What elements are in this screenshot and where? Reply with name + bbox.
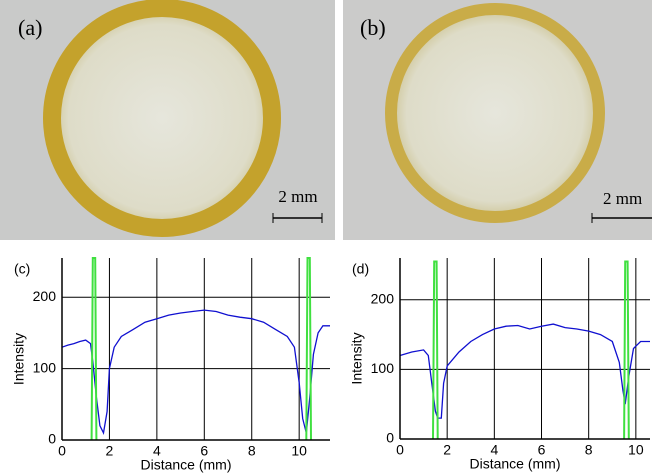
scale-bar-label: 2 mm (278, 187, 317, 206)
panel-label: (a) (18, 15, 42, 40)
data-line (432, 260, 630, 440)
scale-bar-label: 2 mm (603, 189, 642, 208)
y-tick-label: 200 (371, 290, 395, 306)
x-axis-label: Distance (mm) (469, 456, 560, 472)
x-axis-label: Distance (mm) (140, 457, 231, 473)
x-tick-label: 6 (200, 443, 208, 459)
x-tick-label: 0 (396, 442, 404, 458)
x-tick-label: 8 (248, 443, 256, 459)
y-axis-label: Intensity (11, 333, 27, 385)
x-tick-label: 2 (106, 443, 114, 459)
x-tick-label: 10 (291, 443, 307, 459)
panel-label: (d) (352, 261, 369, 277)
x-tick-label: 6 (538, 442, 546, 458)
panel-label: (c) (14, 261, 30, 277)
data-line (90, 257, 312, 441)
y-tick-label: 200 (33, 288, 57, 304)
photo-a: (a) 2 mm (0, 0, 335, 240)
x-tick-label: 4 (153, 443, 161, 459)
photo-b: (b) 2 mm (343, 0, 652, 240)
panel-label: (b) (360, 15, 386, 40)
data-line (399, 323, 650, 419)
y-tick-label: 100 (33, 359, 57, 375)
y-axis-label: Intensity (349, 332, 365, 384)
y-tick-label: 0 (48, 431, 56, 447)
data-line (61, 309, 330, 435)
x-tick-label: 0 (58, 443, 66, 459)
y-tick-label: 100 (371, 360, 395, 376)
x-tick-label: 4 (490, 442, 498, 458)
x-tick-label: 2 (443, 442, 451, 458)
x-tick-label: 10 (628, 442, 644, 458)
x-tick-label: 8 (585, 442, 593, 458)
y-tick-label: 0 (386, 430, 394, 446)
